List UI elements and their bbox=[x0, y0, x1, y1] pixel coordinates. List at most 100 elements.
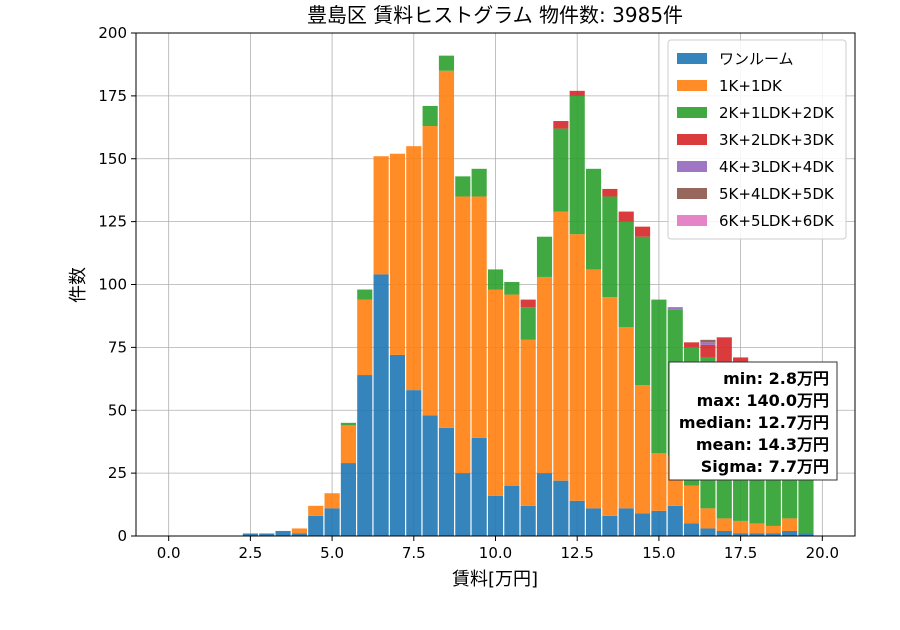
legend-label-1: 1K+1DK bbox=[719, 77, 783, 95]
bar-bin-18-series-2 bbox=[536, 236, 553, 277]
bar-bin-12-series-0 bbox=[438, 427, 455, 536]
bar-bin-28-series-0 bbox=[700, 528, 716, 536]
bar-bin-9-series-1 bbox=[389, 153, 406, 355]
bar-bin-5-series-0 bbox=[324, 508, 340, 536]
y-tick-label-7: 175 bbox=[98, 87, 127, 105]
bar-bin-32-series-1 bbox=[765, 525, 781, 534]
bar-bin-22-series-3 bbox=[602, 188, 618, 197]
y-tick-label-2: 50 bbox=[108, 401, 127, 419]
chart-title: 豊島区 賃料ヒストグラム 物件数: 3985件 bbox=[307, 3, 683, 27]
bar-bin-7-series-1 bbox=[357, 299, 373, 376]
bar-bin-11-series-0 bbox=[422, 415, 438, 536]
legend-label-6: 6K+5LDK+6DK bbox=[719, 212, 835, 230]
bar-bin-8-series-0 bbox=[373, 274, 389, 536]
bar-bin-25-series-0 bbox=[651, 510, 667, 536]
bar-bin-20-series-0 bbox=[569, 500, 585, 536]
x-tick-label-2: 5.0 bbox=[320, 544, 344, 562]
bar-bin-0-series-0 bbox=[242, 533, 258, 536]
bar-bin-12-series-1 bbox=[438, 70, 455, 428]
y-axis-label: 件数 bbox=[68, 267, 89, 303]
y-tick-label-1: 25 bbox=[108, 464, 127, 482]
bar-bin-13-series-0 bbox=[455, 473, 471, 536]
bar-bin-10-series-0 bbox=[406, 390, 422, 536]
bar-bin-23-series-3 bbox=[618, 211, 634, 222]
bar-bin-4-series-1 bbox=[308, 505, 324, 516]
legend-frame bbox=[667, 39, 847, 240]
legend-swatch-6 bbox=[677, 215, 707, 226]
bar-bin-6-series-2 bbox=[340, 422, 357, 426]
stats-line-2: median: 12.7万円 bbox=[679, 413, 829, 432]
bar-bin-17-series-2 bbox=[520, 307, 536, 340]
bar-bin-29-series-1 bbox=[716, 518, 732, 531]
bar-bin-25-series-1 bbox=[651, 453, 667, 511]
bar-bin-20-series-2 bbox=[569, 95, 585, 235]
bar-bin-25-series-2 bbox=[651, 299, 667, 454]
bar-bin-30-series-3 bbox=[733, 357, 749, 365]
bar-bin-14-series-0 bbox=[471, 437, 487, 536]
bar-bin-4-series-0 bbox=[308, 515, 324, 536]
bar-bin-30-series-1 bbox=[733, 520, 749, 534]
x-tick-label-0: 0.0 bbox=[157, 544, 181, 562]
bar-bin-15-series-2 bbox=[487, 269, 504, 290]
bar-bin-12-series-2 bbox=[438, 55, 455, 71]
bar-bin-28-series-4 bbox=[700, 342, 716, 345]
x-tick-label-3: 7.5 bbox=[402, 544, 426, 562]
bar-bin-24-series-0 bbox=[634, 513, 651, 536]
bar-bin-21-series-2 bbox=[585, 168, 602, 270]
bar-bin-27-series-1 bbox=[684, 485, 700, 524]
x-axis-label: 賃料[万円] bbox=[452, 569, 538, 590]
bar-bin-20-series-3 bbox=[569, 90, 585, 96]
bar-bin-16-series-0 bbox=[504, 485, 520, 536]
bar-bin-24-series-3 bbox=[634, 226, 651, 237]
bar-bin-11-series-1 bbox=[422, 126, 438, 416]
legend-label-3: 3K+2LDK+3DK bbox=[719, 131, 835, 149]
legend-label-5: 5K+4LDK+5DK bbox=[719, 185, 835, 203]
bar-bin-21-series-0 bbox=[585, 508, 602, 536]
stats-box: min: 2.8万円 max: 140.0万円 median: 12.7万円 mean… bbox=[668, 361, 838, 481]
bar-bin-29-series-3 bbox=[716, 337, 732, 368]
y-axis-ticks: 0 25 50 75 100 125 150 175 200 bbox=[98, 24, 136, 545]
y-tick-label-6: 150 bbox=[98, 150, 127, 168]
legend-swatch-0 bbox=[677, 53, 707, 64]
bar-bin-2-series-0 bbox=[275, 530, 291, 536]
bar-bin-31-series-1 bbox=[749, 523, 765, 534]
bar-bin-28-series-5 bbox=[700, 339, 716, 343]
bar-bin-23-series-2 bbox=[618, 221, 634, 328]
bar-bin-17-series-0 bbox=[520, 505, 536, 536]
bar-bin-1-series-0 bbox=[259, 533, 275, 536]
y-tick-label-0: 0 bbox=[117, 527, 127, 545]
bar-bin-7-series-0 bbox=[357, 375, 373, 536]
legend-swatch-1 bbox=[677, 80, 707, 91]
bar-bin-23-series-0 bbox=[618, 508, 634, 536]
bar-bin-7-series-2 bbox=[357, 289, 373, 300]
stats-line-4: Sigma: 7.7万円 bbox=[701, 457, 829, 476]
bar-bin-33-series-1 bbox=[782, 518, 798, 531]
bar-bin-14-series-1 bbox=[471, 196, 487, 438]
legend-swatch-4 bbox=[677, 161, 707, 172]
bar-bin-21-series-1 bbox=[585, 269, 602, 509]
bar-bin-14-series-2 bbox=[471, 168, 487, 197]
bar-bin-22-series-1 bbox=[602, 297, 618, 516]
legend-label-2: 2K+1LDK+2DK bbox=[719, 104, 835, 122]
bar-bin-27-series-0 bbox=[684, 523, 700, 536]
bar-bin-31-series-0 bbox=[749, 533, 765, 536]
y-tick-label-4: 100 bbox=[98, 276, 127, 294]
bar-bin-6-series-0 bbox=[340, 463, 357, 536]
bar-bin-6-series-1 bbox=[340, 425, 357, 464]
y-tick-label-5: 125 bbox=[98, 213, 127, 231]
legend-label-4: 4K+3LDK+4DK bbox=[719, 158, 835, 176]
bar-bin-27-series-3 bbox=[684, 342, 700, 348]
legend: ワンルーム 1K+1DK 2K+1LDK+2DK 3K+2LDK+3DK 4K+3LDK… bbox=[667, 39, 847, 240]
bar-bin-28-series-3 bbox=[700, 344, 716, 358]
bar-bin-3-series-1 bbox=[291, 528, 307, 534]
x-tick-label-6: 15.0 bbox=[642, 544, 675, 562]
bar-bin-11-series-2 bbox=[422, 105, 438, 127]
x-tick-label-8: 20.0 bbox=[806, 544, 839, 562]
bar-bin-17-series-3 bbox=[520, 299, 536, 308]
bar-bin-22-series-0 bbox=[602, 515, 618, 536]
bar-bin-9-series-0 bbox=[389, 354, 406, 536]
bar-bin-16-series-1 bbox=[504, 294, 520, 486]
bar-bin-16-series-2 bbox=[504, 281, 520, 295]
bar-bin-33-series-0 bbox=[782, 530, 798, 536]
